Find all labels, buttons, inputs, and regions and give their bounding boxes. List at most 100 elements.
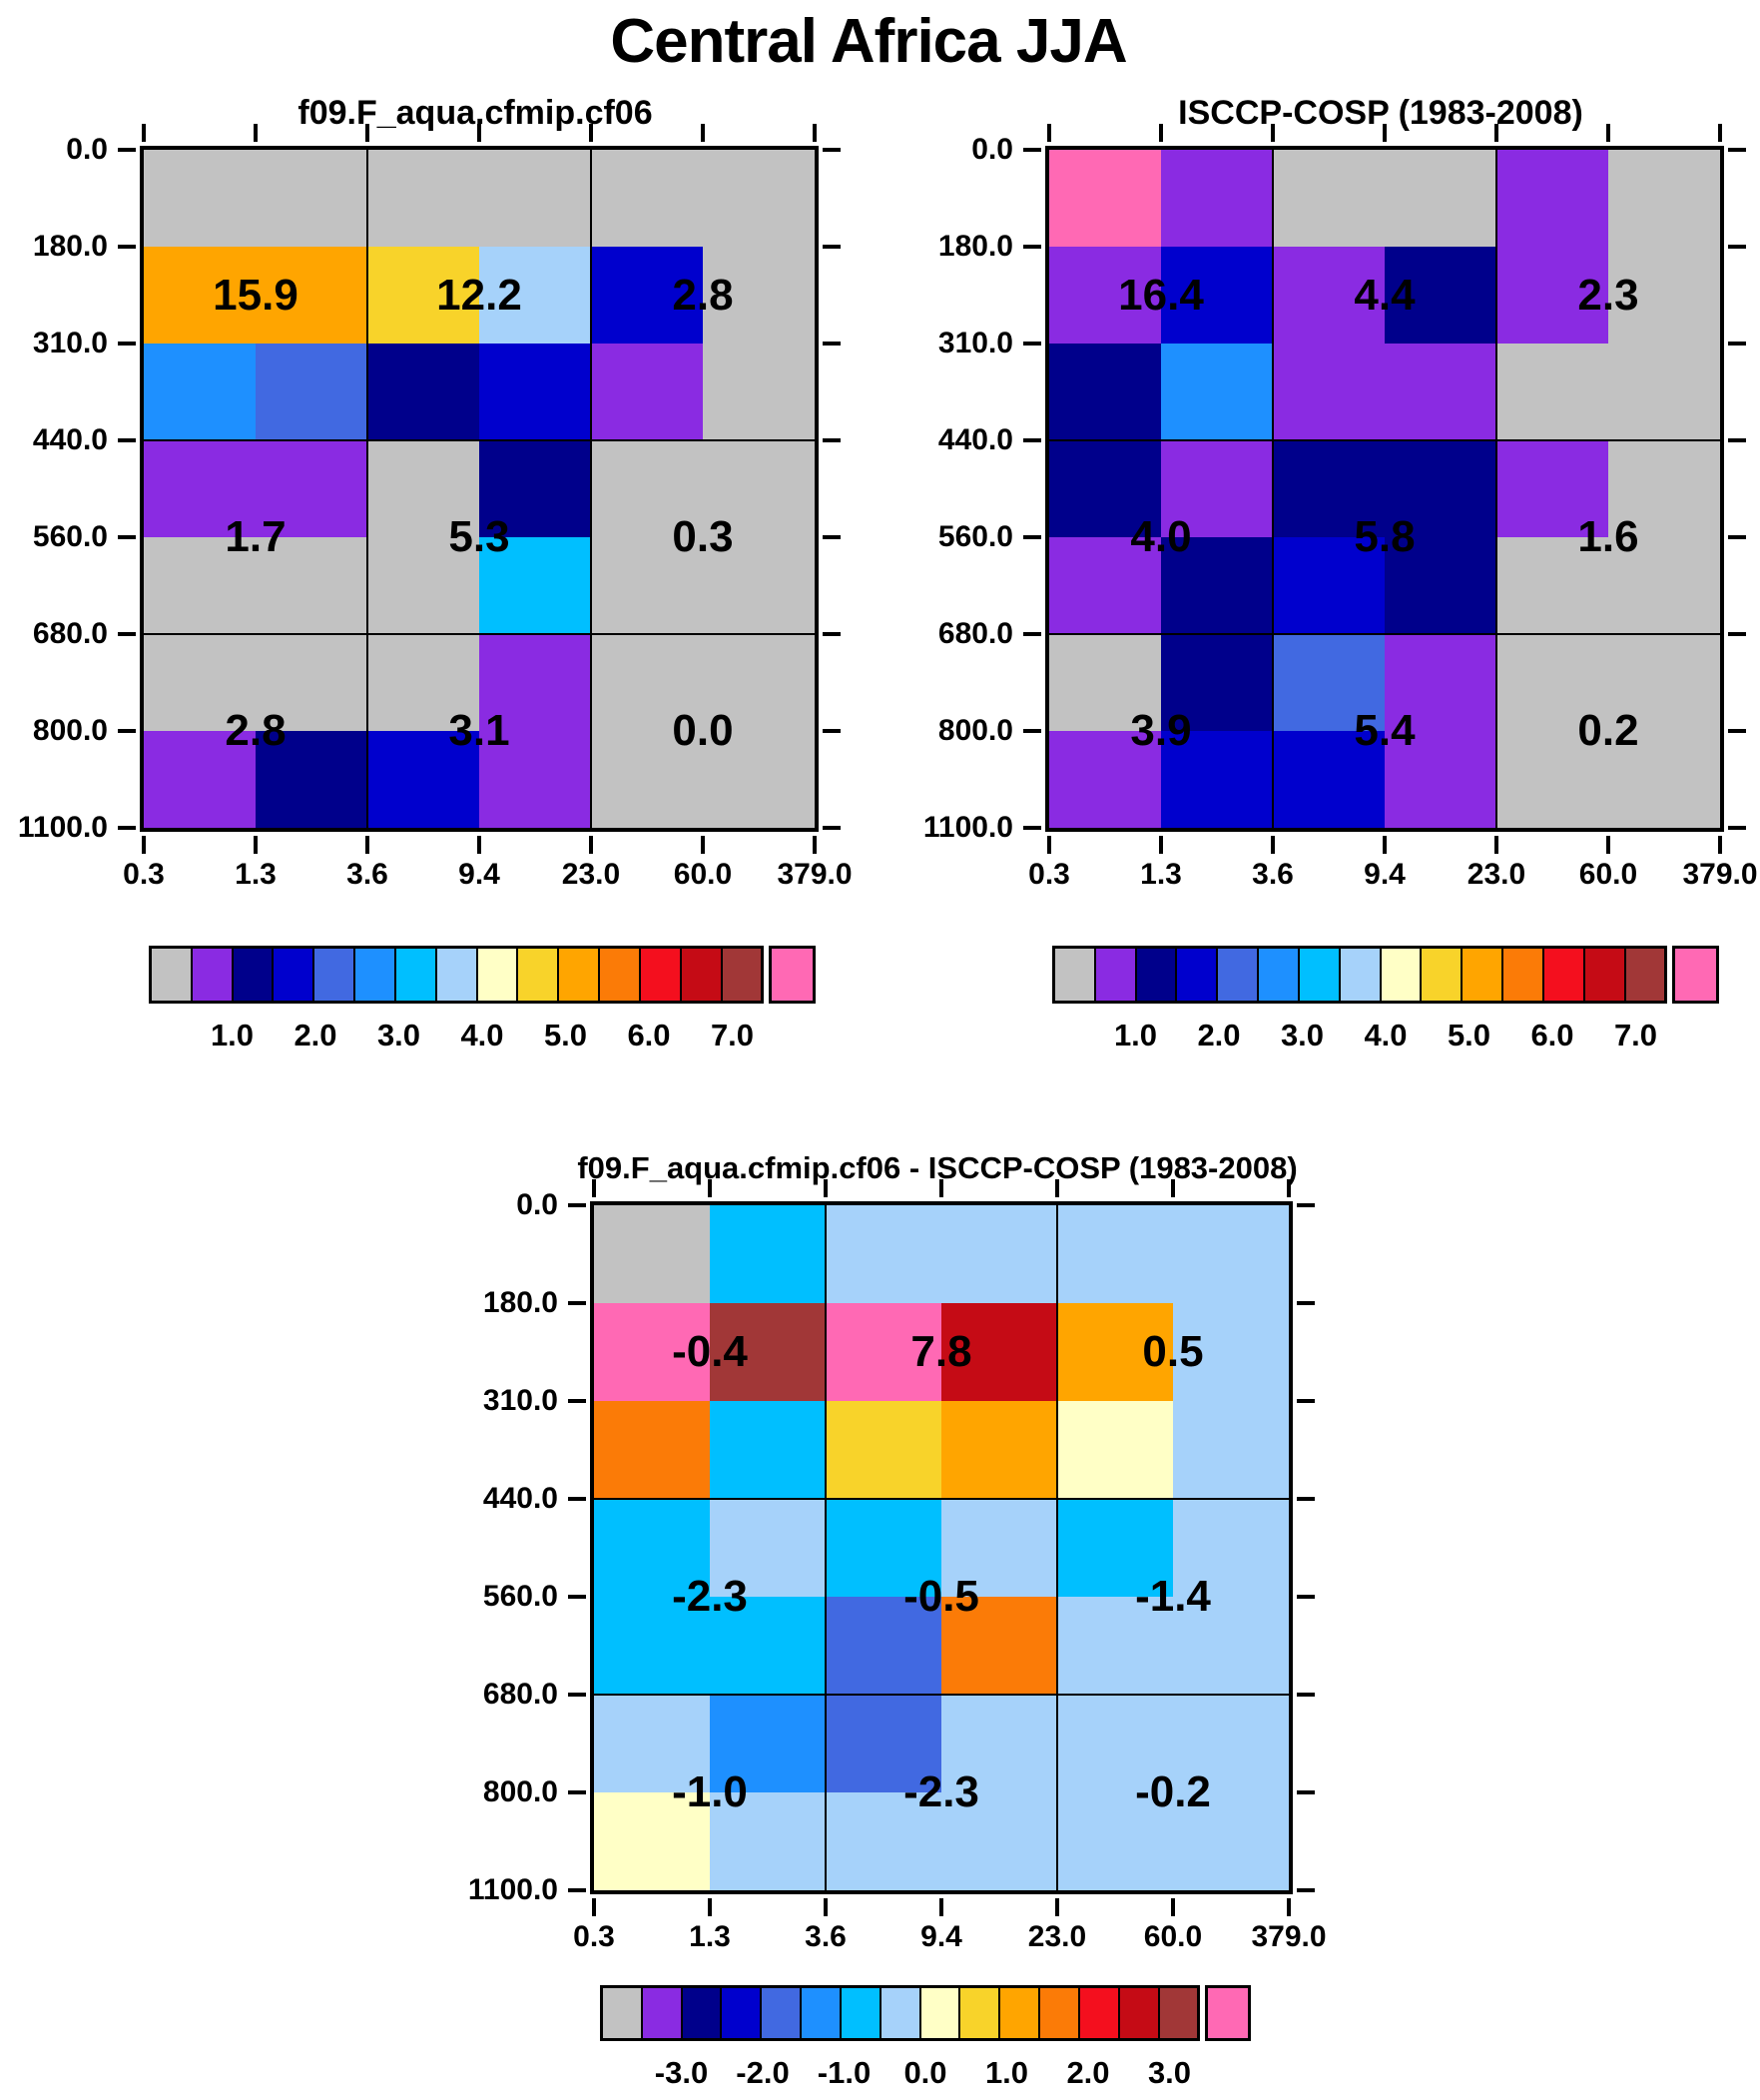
region-grid-line [1049,633,1720,635]
y-tick-label: 0.0 [971,133,1013,166]
x-tick-mark [1047,124,1051,142]
cell-r1c1 [1049,150,1161,247]
cell-r4c3 [826,1499,941,1597]
region-sum-label: 2.8 [672,270,734,320]
colorbar-swatch-red [1079,1988,1120,2038]
region-sum-label: 4.4 [1354,270,1416,320]
y-tick-label: 0.0 [66,133,108,166]
colorbar-swatch-royal [1218,949,1260,1001]
region-sum-label: -0.4 [672,1327,748,1376]
colorbar-swatch-row [149,946,765,1004]
x-tick-label: 379.0 [777,858,853,891]
y-tick-mark [1728,729,1746,733]
heatmap-panel-obs: 0.3 1.3 3.6 9.4 23.0 60.0 379.0 0.0 180.0 310.0 44… [923,124,1758,891]
colorbar-tick-label: 5.0 [1447,1018,1491,1052]
colorbar-swatch-pink [769,946,816,1004]
cell-r7c1 [1049,731,1161,828]
y-tick-mark [568,1594,586,1599]
x-tick-label: 0.3 [573,1920,615,1953]
x-tick-mark [1287,1898,1291,1916]
heatmap-panel-model: 0.3 1.3 3.6 9.4 23.0 60.0 379.0 0.0 180.0 310.0 44… [18,124,853,891]
x-tick-label: 1.3 [235,858,277,891]
y-tick-mark [1023,632,1041,636]
y-tick-mark [823,632,841,636]
cell-r2c3 [826,1303,941,1401]
y-tick-mark [1297,1790,1315,1794]
cell-r5c2 [710,1597,826,1695]
colorbar-swatch-cyan [841,1988,881,2038]
region-grid-line [144,438,815,441]
y-tick-mark [118,534,136,539]
cell-r6c4 [1385,634,1496,731]
y-tick-label: 1100.0 [467,1873,558,1906]
y-tick-label: 310.0 [32,326,108,359]
cell-r3c2 [256,344,367,440]
cell-r6c5 [591,634,703,731]
figure-title: Central Africa JJA [610,7,1127,76]
panel-title-model: f09.F_aqua.cfmip.cf06 [297,94,653,132]
cell-r1c6 [703,150,815,247]
heatmap-cells-obs [1049,150,1720,828]
cell-r5c4 [1385,537,1496,634]
colorbar-tick-label: 3.0 [1147,2055,1192,2090]
x-tick-mark [701,836,705,854]
x-tick-label: 9.4 [458,858,500,891]
cell-r2c4 [479,247,591,344]
y-tick-mark [823,729,841,733]
cell-r5c3 [367,537,479,634]
cell-r7c1 [594,1792,710,1890]
x-tick-mark [588,836,593,854]
y-tick-mark [118,438,136,442]
x-tick-mark [1718,836,1722,854]
cell-r1c5 [591,150,703,247]
colorbar-swatch-gold [1422,949,1464,1001]
y-tick-label: 310.0 [482,1383,558,1417]
y-tick-mark [1728,148,1746,152]
colorbar-swatch-blue [274,949,315,1001]
cell-r3c5 [1057,1401,1173,1499]
cell-r4c1 [1049,440,1161,537]
y-tick-mark [1297,1497,1315,1501]
cell-r7c6 [1173,1792,1289,1890]
x-tick-label: 379.0 [1251,1920,1327,1953]
x-tick-mark [142,124,146,142]
y-tick-mark [1728,341,1746,346]
x-tick-label: 23.0 [1027,1920,1087,1953]
y-tick-mark [568,1398,586,1403]
y-tick-mark [823,438,841,442]
colorbar-swatch-dkorange [600,949,641,1001]
region-sum-label: -1.4 [1135,1572,1211,1621]
x-tick-mark [1047,836,1051,854]
colorbar-swatch-dodger [1259,949,1300,1001]
cell-r1c4 [479,150,591,247]
cell-r1c3 [826,1205,941,1303]
region-sum-label: -2.3 [672,1572,748,1621]
y-tick-mark [568,1203,586,1207]
region-grid-line [1271,150,1274,828]
y-tick-mark [118,244,136,249]
cell-r5c4 [941,1597,1057,1695]
region-sum-label: 3.9 [1130,706,1192,755]
x-tick-mark [592,1898,596,1916]
y-tick-mark [1728,534,1746,539]
x-tick-label: 23.0 [561,858,621,891]
cell-r4c4 [941,1499,1057,1597]
y-tick-mark [823,148,841,152]
colorbar-swatch-ltyellow [1381,949,1423,1001]
y-tick-label: 180.0 [937,229,1013,263]
colorbar-swatch-pink [1672,946,1719,1004]
cell-r3c5 [1496,344,1608,440]
y-tick-mark [1023,826,1041,830]
x-tick-mark [1606,836,1610,854]
colorbar-swatch-navy [233,949,275,1001]
cell-r7c3 [367,731,479,828]
cell-r7c4 [941,1792,1057,1890]
cell-r2c3 [1273,247,1385,344]
colorbar-swatch-orange [1000,1988,1041,2038]
cell-r7c2 [256,731,367,828]
cell-r4c1 [144,440,256,537]
region-sum-label: 7.8 [910,1327,972,1376]
x-tick-label: 0.3 [1028,858,1070,891]
region-sum-label: -0.5 [903,1572,979,1621]
cell-r2c6 [1608,247,1720,344]
